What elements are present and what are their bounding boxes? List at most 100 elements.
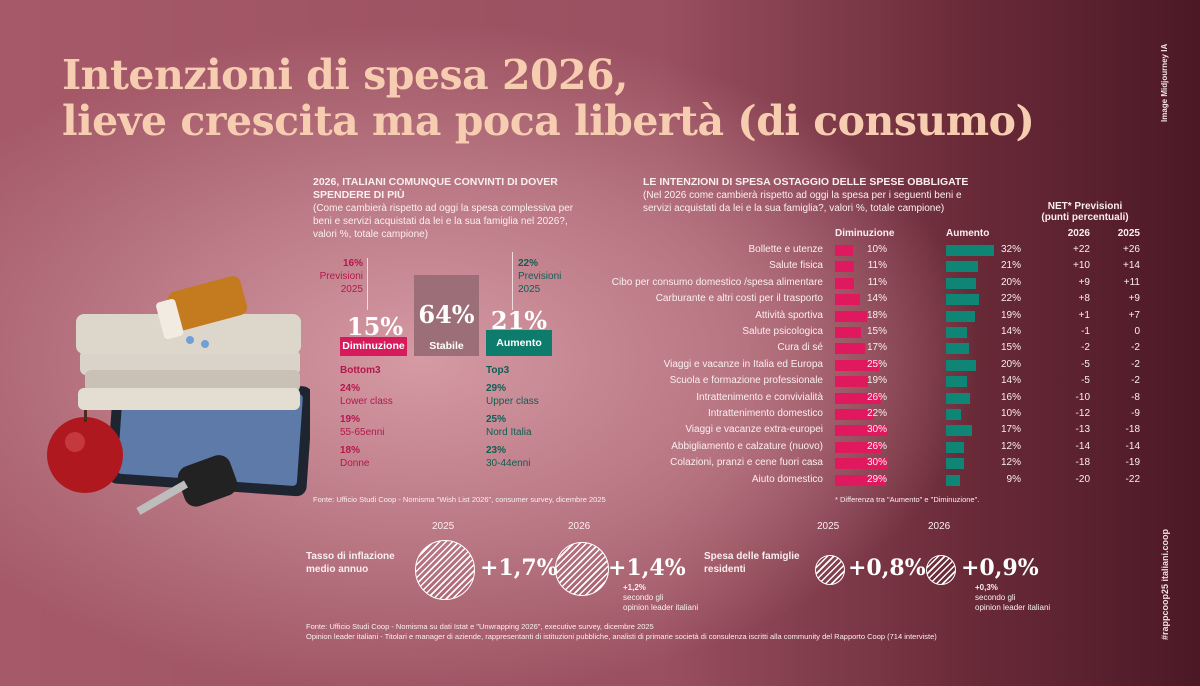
category-label: Cura di sé xyxy=(777,342,823,354)
table-row: Intrattenimento e convivialità 26% 16% -… xyxy=(590,390,1150,406)
inflation-note-text: secondo gli xyxy=(623,593,664,602)
apple-icon xyxy=(47,410,123,493)
pill-bottle-icon xyxy=(156,276,248,340)
net-2026-value: -18 xyxy=(1075,457,1090,469)
net-2026-value: +10 xyxy=(1073,260,1090,272)
spending-year-2025: 2025 xyxy=(817,521,840,532)
spending-label: Spesa delle famiglie residenti xyxy=(704,551,800,575)
dim-value-label: 22% xyxy=(866,408,887,419)
table-row: Salute fisica 11% 21% +10 +14 xyxy=(590,258,1150,274)
dim-bar xyxy=(835,277,855,289)
dim-bar xyxy=(835,409,874,420)
page-title: Intenzioni di spesa 2026, lieve crescita … xyxy=(62,52,1035,144)
aum-badge: Aumento xyxy=(486,330,552,356)
net-2025-value: -18 xyxy=(1125,424,1140,436)
top3-title: Top3 xyxy=(486,365,510,376)
table-row: Cibo per consumo domestico /spesa alimen… xyxy=(590,275,1150,291)
net-2026-value: +22 xyxy=(1073,244,1090,255)
net-2025-value: -19 xyxy=(1125,457,1140,469)
net-2025-value: +9 xyxy=(1128,293,1140,305)
spending-note: +0,3% secondo gli opinion leader italiani xyxy=(975,583,1050,613)
col-aum: Aumento xyxy=(946,228,990,239)
spending-2026-value: +0,9% xyxy=(961,555,1039,581)
aum-value-label: 12% xyxy=(1000,457,1021,469)
net-header-unit: (punti percentuali) xyxy=(1041,212,1129,223)
aum-value-label: 10% xyxy=(1000,408,1021,419)
dim-value: 15% xyxy=(346,312,404,341)
net-2025-value: -9 xyxy=(1131,408,1140,419)
dim-bar xyxy=(835,392,881,404)
top3-label: Nord Italia xyxy=(486,427,532,438)
dim-value-label: 26% xyxy=(866,391,887,403)
still-life-illustration xyxy=(47,276,310,515)
col-net-2026: 2026 xyxy=(1067,228,1090,239)
dim-value-label: 15% xyxy=(866,326,887,337)
table-row: Scuola e formazione professionale 19% 14… xyxy=(590,373,1150,389)
aum-value-label: 9% xyxy=(1006,473,1021,485)
category-label: Intrattenimento domestico xyxy=(707,408,823,419)
chart-note: * Differenza tra "Aumento" e "Diminuzion… xyxy=(835,495,980,504)
aum-value-label: 32% xyxy=(1000,244,1021,255)
aum-value-label: 22% xyxy=(1000,293,1021,305)
bottom3-list: Bottom3 24% Lower class 19% 55-65enni 18% D… xyxy=(340,364,393,470)
aum-value-label: 19% xyxy=(1000,309,1021,321)
aum-bar xyxy=(946,458,964,470)
dim-value-label: 26% xyxy=(866,440,887,452)
dim-badge: Diminuzione xyxy=(340,337,407,356)
top3-value: 25% xyxy=(486,414,507,425)
dim-value-label: 25% xyxy=(866,358,887,370)
aum-bar xyxy=(946,343,969,355)
col-dim: Diminuzione xyxy=(835,228,895,239)
inflation-year-2025: 2025 xyxy=(432,521,455,532)
dim-bar xyxy=(835,359,879,371)
hashtag: #rappcoop25 italiani.coop xyxy=(1160,528,1170,640)
top3-value: 29% xyxy=(486,383,507,394)
table-row: Carburante e altri costi per il trasport… xyxy=(590,291,1150,307)
table-row: Aiuto domestico 29% 9% -20 -22 xyxy=(590,472,1150,488)
aum-value-label: 17% xyxy=(1000,424,1021,436)
dim-value-label: 19% xyxy=(866,375,887,387)
bottom-source-line: Opinion leader italiani - Titolari e man… xyxy=(306,632,937,641)
net-2025-value: +14 xyxy=(1123,260,1140,272)
stable-box xyxy=(414,275,479,356)
dim-value-label: 11% xyxy=(867,260,887,272)
category-label: Viaggi e vacanze extra-europei xyxy=(685,424,823,436)
dim-bar xyxy=(835,245,853,256)
hatched-circle-icon xyxy=(555,542,609,596)
dim-prev-label: Previsioni xyxy=(319,271,363,282)
net-2025-value: -22 xyxy=(1125,473,1140,485)
inflation-year-2026: 2026 xyxy=(568,521,591,532)
bottom3-value: 24% xyxy=(340,383,361,394)
aum-value-label: 14% xyxy=(1000,326,1021,337)
top3-value: 23% xyxy=(486,445,507,456)
net-2026-value: -13 xyxy=(1075,424,1090,436)
bottom3-value: 19% xyxy=(340,414,361,425)
category-label: Bollette e utenze xyxy=(748,244,824,255)
net-2026-value: -1 xyxy=(1081,326,1090,337)
category-label: Intrattenimento e convivialità xyxy=(696,391,823,403)
top3-label: Upper class xyxy=(486,396,539,407)
top3-label: 30-44enni xyxy=(486,458,531,469)
hatched-circle-icon xyxy=(815,555,845,585)
dim-bar xyxy=(835,343,865,355)
aum-bar xyxy=(946,441,964,453)
aum-prev-year: 2025 xyxy=(518,284,541,295)
net-2026-value: -2 xyxy=(1081,342,1090,354)
newspaper-stack-icon xyxy=(76,314,301,410)
inflation-2026-value: +1,4% xyxy=(608,555,686,581)
aum-bar xyxy=(946,261,978,273)
dim-prev-value: 16% xyxy=(342,258,363,269)
table-row: Viaggi e vacanze extra-europei 30% 17% -… xyxy=(590,422,1150,438)
image-credit: Image Midjourney IA xyxy=(1160,43,1169,122)
net-2026-value: -12 xyxy=(1075,408,1090,419)
net-2025-value: 0 xyxy=(1134,326,1140,337)
category-label: Attività sportiva xyxy=(755,309,823,321)
net-2026-value: +1 xyxy=(1078,309,1090,321)
category-label: Salute fisica xyxy=(769,260,823,272)
spending-note-value: +0,3% xyxy=(975,583,998,592)
aum-bar xyxy=(946,376,967,388)
table-row: Cura di sé 17% 15% -2 -2 xyxy=(590,340,1150,356)
net-2026-value: -10 xyxy=(1075,391,1090,403)
aum-bar xyxy=(946,277,976,289)
hatched-circle-icon xyxy=(415,540,475,600)
